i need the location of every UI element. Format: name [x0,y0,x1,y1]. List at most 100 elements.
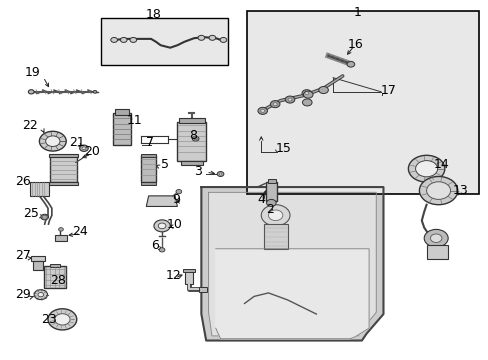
Text: 12: 12 [165,269,181,282]
Bar [49,182,78,185]
Circle shape [270,100,280,108]
Circle shape [159,248,164,252]
Polygon shape [146,196,177,207]
Circle shape [120,37,127,42]
Polygon shape [201,187,383,341]
Circle shape [424,229,447,247]
Text: 19: 19 [25,66,41,79]
Bar [141,154,156,157]
Text: 1: 1 [352,6,360,19]
Circle shape [302,99,311,106]
Circle shape [176,189,182,194]
Circle shape [130,37,137,42]
Circle shape [45,136,60,147]
Polygon shape [215,249,368,339]
Text: 10: 10 [166,217,182,231]
Bar [184,270,193,284]
Circle shape [208,35,215,40]
Bar [33,261,43,270]
Text: 7: 7 [146,136,154,149]
Bar [177,122,206,161]
Text: 16: 16 [347,38,363,51]
Text: 23: 23 [41,313,57,326]
Circle shape [261,205,289,226]
Text: 2: 2 [265,203,273,216]
Circle shape [346,62,354,67]
Circle shape [111,37,117,42]
Circle shape [194,138,197,140]
Circle shape [415,161,437,177]
Circle shape [303,91,312,98]
Text: 18: 18 [145,8,161,21]
Text: 27: 27 [16,249,31,262]
Circle shape [154,220,170,232]
Circle shape [28,90,34,94]
Circle shape [48,309,77,330]
Text: 29: 29 [16,288,31,301]
Text: 3: 3 [194,165,202,178]
Bar [55,235,67,241]
Bar [31,256,44,261]
Circle shape [219,173,222,175]
Bar [112,113,131,145]
Circle shape [407,155,444,182]
Circle shape [217,171,224,176]
Text: 25: 25 [23,207,39,220]
Bar [141,182,156,185]
Circle shape [34,290,47,300]
Circle shape [80,145,88,152]
Bar [141,155,156,182]
Polygon shape [208,192,376,336]
Circle shape [192,136,199,141]
Text: 14: 14 [433,158,448,171]
Text: 5: 5 [160,158,168,171]
Text: 24: 24 [72,225,87,238]
Circle shape [266,199,276,207]
Bar [50,264,60,267]
Text: 28: 28 [50,274,66,287]
Circle shape [419,176,457,205]
Circle shape [268,210,282,221]
Bar [50,155,77,182]
Circle shape [158,223,165,229]
Circle shape [302,90,311,97]
Circle shape [257,107,267,114]
Bar [30,182,49,196]
Bar [179,118,204,123]
Bar [199,287,206,292]
Circle shape [287,98,291,101]
Bar [114,109,129,115]
Circle shape [426,182,449,199]
Text: 26: 26 [16,175,31,188]
Circle shape [273,103,277,105]
Text: 6: 6 [151,239,159,252]
Circle shape [82,147,86,150]
Circle shape [318,86,328,94]
Text: 4: 4 [257,193,265,206]
Text: 8: 8 [189,129,197,143]
Circle shape [285,96,294,103]
Circle shape [260,109,264,112]
Circle shape [220,37,226,42]
Text: 11: 11 [127,113,142,126]
Circle shape [38,293,43,297]
Text: 22: 22 [21,119,38,132]
Circle shape [429,234,441,242]
Bar [426,245,447,259]
Bar [44,266,65,288]
Bar [183,269,194,272]
Bar [101,18,227,66]
Bar [49,154,78,157]
Bar [265,182,276,201]
Text: 17: 17 [380,84,396,96]
Bar [267,179,276,183]
Circle shape [55,314,70,325]
Bar [246,11,478,194]
Bar [181,161,203,165]
Text: 15: 15 [275,142,291,155]
Circle shape [59,228,63,231]
Circle shape [40,131,66,151]
Circle shape [198,35,204,40]
Text: 20: 20 [84,145,100,158]
Text: 13: 13 [452,184,468,197]
